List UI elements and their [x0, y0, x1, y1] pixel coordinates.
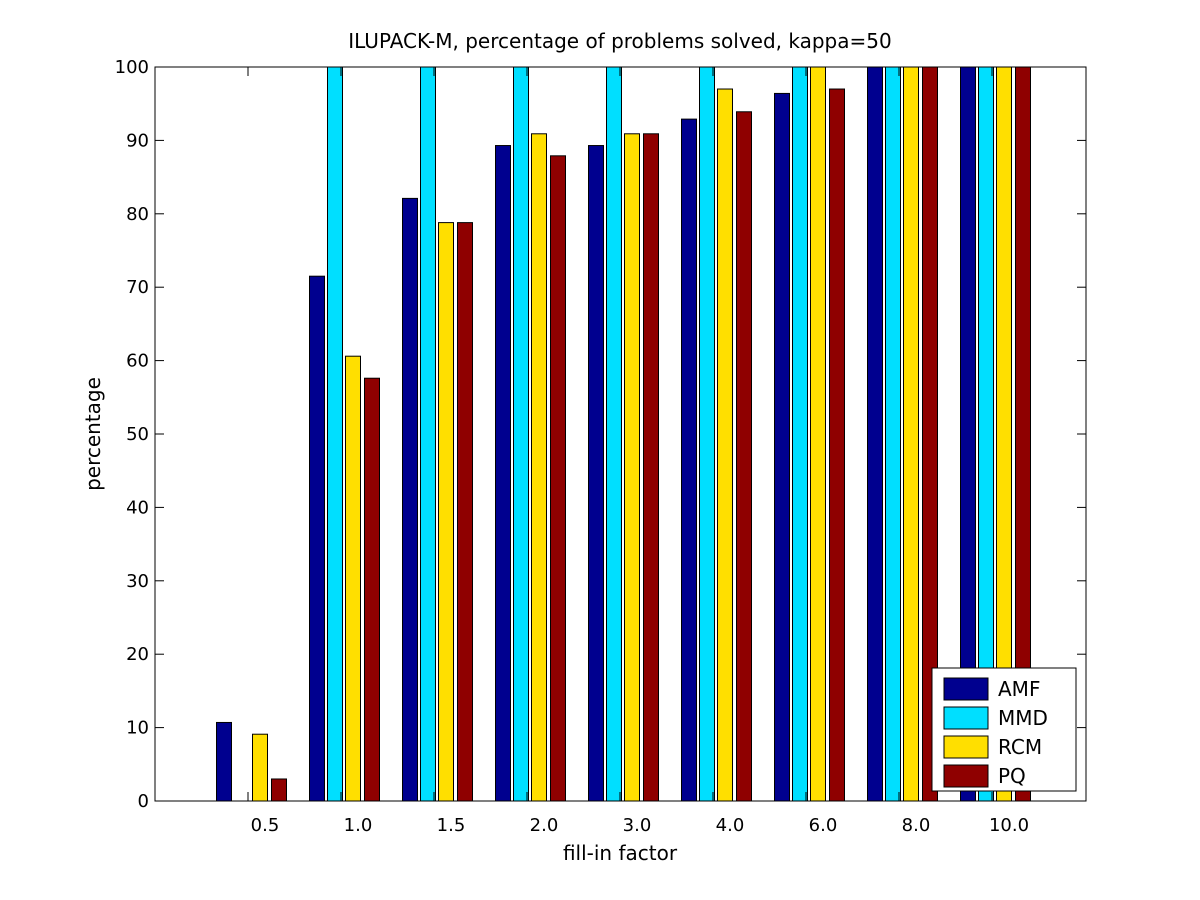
x-tick-label: 0.5	[251, 815, 280, 836]
y-tick-label: 60	[126, 351, 149, 372]
legend-swatch-amf	[943, 677, 989, 701]
bar-pq-1.5	[457, 222, 473, 802]
bar-mmd-3.0	[606, 66, 622, 802]
x-tick-label: 4.0	[716, 815, 745, 836]
x-tick-label: 1.0	[344, 815, 373, 836]
bar-amf-1.5	[402, 197, 418, 802]
bar-rcm-2.0	[531, 133, 547, 802]
y-tick-label: 50	[126, 424, 149, 445]
bar-rcm-3.0	[624, 133, 640, 802]
bar-rcm-4.0	[717, 88, 733, 802]
bar-rcm-1.0	[345, 355, 361, 802]
bar-mmd-1.5	[420, 66, 436, 802]
y-tick-label: 0	[138, 791, 149, 812]
x-axis-label: fill-in factor	[563, 841, 678, 865]
bar-pq-4.0	[736, 111, 752, 802]
legend: AMF MMD RCM PQ	[931, 667, 1077, 792]
bar-rcm-1.5	[438, 222, 454, 802]
y-tick-label: 30	[126, 571, 149, 592]
bar-rcm-6.0	[810, 66, 826, 802]
x-tick-label: 10.0	[989, 815, 1029, 836]
chart-title: ILUPACK-M, percentage of problems solved…	[348, 29, 891, 53]
legend-swatch-pq	[943, 764, 989, 788]
y-tick-label: 90	[126, 130, 149, 151]
bar-pq-1.0	[364, 377, 380, 802]
x-tick-label: 6.0	[809, 815, 838, 836]
bar-mmd-4.0	[699, 66, 715, 802]
legend-swatch-mmd	[943, 706, 989, 730]
legend-label-mmd: MMD	[998, 706, 1048, 730]
bar-amf-6.0	[774, 92, 790, 802]
x-tick-label: 8.0	[902, 815, 931, 836]
bars-group	[216, 66, 1031, 802]
bar-mmd-1.0	[327, 66, 343, 802]
y-tick-label: 40	[126, 497, 149, 518]
y-tick-label: 100	[115, 57, 149, 78]
legend-swatch-rcm	[943, 735, 989, 759]
bar-rcm-0.5	[252, 733, 268, 802]
bar-mmd-2.0	[513, 66, 529, 802]
bar-pq-6.0	[829, 88, 845, 802]
bar-amf-2.0	[495, 145, 511, 802]
x-tick-label: 2.0	[530, 815, 559, 836]
x-tick-label: 3.0	[623, 815, 652, 836]
bar-mmd-6.0	[792, 66, 808, 802]
bar-rcm-8.0	[903, 66, 919, 802]
y-axis: 0 10 20 30 40 50 60 70 80 90 100	[115, 57, 1086, 812]
legend-label-pq: PQ	[998, 764, 1026, 788]
legend-label-amf: AMF	[998, 677, 1040, 701]
bar-pq-0.5	[271, 778, 287, 802]
bar-amf-3.0	[588, 145, 604, 802]
x-axis: 0.5 1.0 1.5 2.0 3.0 4.0 6.0 8.0 10.0	[247, 67, 1029, 836]
bar-amf-1.0	[309, 275, 325, 802]
bar-pq-2.0	[550, 155, 566, 802]
bar-amf-4.0	[681, 118, 697, 802]
legend-label-rcm: RCM	[998, 735, 1042, 759]
x-tick-label: 1.5	[437, 815, 466, 836]
bar-amf-8.0	[867, 66, 883, 802]
y-tick-label: 70	[126, 277, 149, 298]
y-tick-label: 10	[126, 718, 149, 739]
bar-mmd-8.0	[885, 66, 901, 802]
y-tick-label: 80	[126, 204, 149, 225]
bar-pq-3.0	[643, 133, 659, 802]
bar-amf-0.5	[216, 721, 232, 802]
y-tick-label: 20	[126, 644, 149, 665]
y-axis-label: percentage	[81, 377, 105, 491]
